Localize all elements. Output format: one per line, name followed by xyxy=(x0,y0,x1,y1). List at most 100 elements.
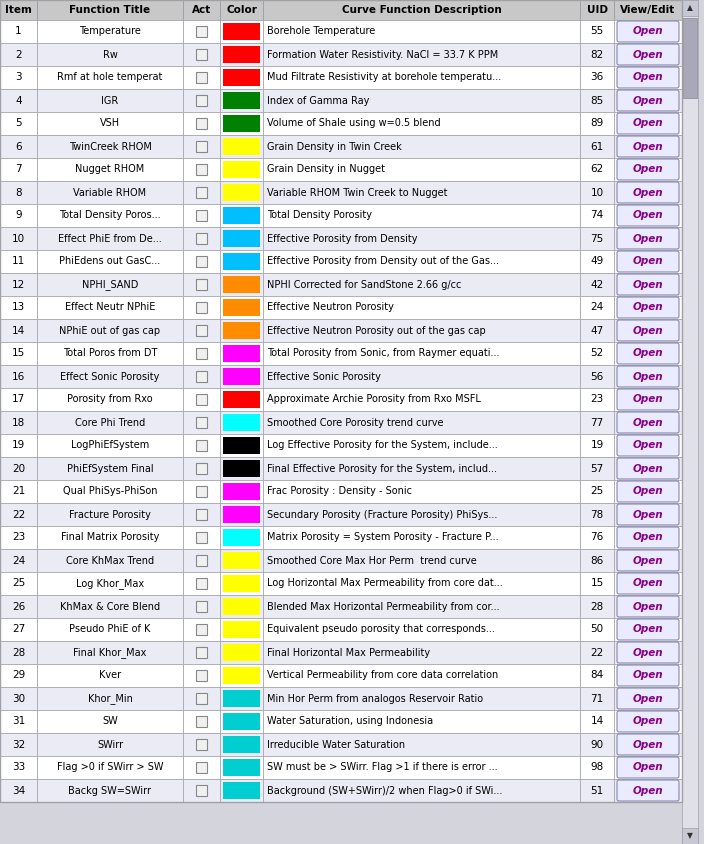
Bar xyxy=(196,739,207,750)
Bar xyxy=(614,273,682,296)
Bar xyxy=(196,26,207,37)
Bar xyxy=(580,204,614,227)
Bar xyxy=(0,296,37,319)
Bar xyxy=(220,641,263,664)
Bar xyxy=(614,526,682,549)
Text: SW must be > SWirr. Flag >1 if there is error ...: SW must be > SWirr. Flag >1 if there is … xyxy=(267,762,498,772)
Bar xyxy=(614,480,682,503)
Text: 19: 19 xyxy=(12,441,25,451)
Text: NPHI Corrected for SandStone 2.66 g/cc: NPHI Corrected for SandStone 2.66 g/cc xyxy=(267,279,461,289)
Text: 9: 9 xyxy=(15,210,22,220)
Text: 25: 25 xyxy=(12,578,25,588)
FancyBboxPatch shape xyxy=(617,90,679,111)
Text: Open: Open xyxy=(633,739,663,749)
FancyBboxPatch shape xyxy=(617,136,679,157)
Text: 89: 89 xyxy=(591,118,603,128)
Bar xyxy=(0,664,37,687)
Bar xyxy=(0,618,37,641)
Bar xyxy=(183,20,220,43)
Text: 6: 6 xyxy=(15,142,22,152)
Bar xyxy=(263,181,580,204)
Bar xyxy=(196,279,207,290)
Text: Open: Open xyxy=(633,625,663,635)
FancyBboxPatch shape xyxy=(617,251,679,272)
Text: Equivalent pseudo porosity that corresponds...: Equivalent pseudo porosity that correspo… xyxy=(267,625,495,635)
Bar xyxy=(0,66,37,89)
Text: 42: 42 xyxy=(591,279,603,289)
Text: Open: Open xyxy=(633,441,663,451)
Bar xyxy=(183,135,220,158)
Bar xyxy=(580,342,614,365)
Bar xyxy=(196,72,207,83)
Bar xyxy=(220,135,263,158)
Bar xyxy=(580,756,614,779)
Text: 11: 11 xyxy=(12,257,25,267)
Bar xyxy=(580,457,614,480)
Text: Vertical Permeability from core data correlation: Vertical Permeability from core data cor… xyxy=(267,670,498,680)
Bar xyxy=(223,138,260,155)
Bar xyxy=(220,457,263,480)
Bar xyxy=(220,250,263,273)
Bar xyxy=(263,526,580,549)
Bar xyxy=(614,641,682,664)
Bar xyxy=(220,664,263,687)
Text: Flag >0 if SWirr > SW: Flag >0 if SWirr > SW xyxy=(57,762,163,772)
Bar xyxy=(220,365,263,388)
Text: Open: Open xyxy=(633,118,663,128)
Text: VSH: VSH xyxy=(100,118,120,128)
FancyBboxPatch shape xyxy=(617,596,679,617)
Text: Kver: Kver xyxy=(99,670,121,680)
Bar xyxy=(614,296,682,319)
Bar xyxy=(223,92,260,109)
Bar xyxy=(196,210,207,221)
Text: 98: 98 xyxy=(591,762,603,772)
Bar xyxy=(37,319,183,342)
Text: Effect Sonic Porosity: Effect Sonic Porosity xyxy=(61,371,160,381)
Bar xyxy=(183,595,220,618)
Bar xyxy=(0,480,37,503)
Bar xyxy=(614,227,682,250)
Text: 28: 28 xyxy=(591,602,603,612)
Bar xyxy=(183,158,220,181)
Text: Formation Water Resistivity. NaCl = 33.7 K PPM: Formation Water Resistivity. NaCl = 33.7… xyxy=(267,50,498,59)
Bar xyxy=(263,733,580,756)
Bar xyxy=(220,319,263,342)
Bar xyxy=(263,457,580,480)
Bar xyxy=(220,158,263,181)
Bar xyxy=(614,549,682,572)
Text: Log Khor_Max: Log Khor_Max xyxy=(76,578,144,589)
Bar xyxy=(263,434,580,457)
Text: Volume of Shale using w=0.5 blend: Volume of Shale using w=0.5 blend xyxy=(267,118,441,128)
Bar xyxy=(183,641,220,664)
Text: Open: Open xyxy=(633,187,663,197)
Bar xyxy=(183,457,220,480)
Text: Matrix Porosity = System Porosity - Fracture P...: Matrix Porosity = System Porosity - Frac… xyxy=(267,533,498,543)
Bar xyxy=(580,20,614,43)
Bar xyxy=(183,112,220,135)
Bar xyxy=(196,486,207,497)
Text: Open: Open xyxy=(633,418,663,428)
Bar xyxy=(196,233,207,244)
Text: 51: 51 xyxy=(591,786,603,796)
Bar xyxy=(580,595,614,618)
Text: Open: Open xyxy=(633,602,663,612)
Bar xyxy=(0,503,37,526)
Text: 55: 55 xyxy=(591,26,603,36)
Bar xyxy=(223,782,260,799)
Text: NPHI_SAND: NPHI_SAND xyxy=(82,279,138,290)
Bar xyxy=(0,779,37,802)
Bar xyxy=(183,664,220,687)
FancyBboxPatch shape xyxy=(617,182,679,203)
Bar xyxy=(223,368,260,385)
Bar xyxy=(196,624,207,635)
FancyBboxPatch shape xyxy=(617,435,679,456)
Text: 15: 15 xyxy=(12,349,25,359)
Bar xyxy=(196,187,207,198)
Bar xyxy=(183,480,220,503)
Text: Variable RHOM Twin Creek to Nugget: Variable RHOM Twin Creek to Nugget xyxy=(267,187,448,197)
Bar xyxy=(263,779,580,802)
Bar xyxy=(580,273,614,296)
Text: Open: Open xyxy=(633,578,663,588)
Bar xyxy=(614,618,682,641)
Text: Rmf at hole temperat: Rmf at hole temperat xyxy=(57,73,163,83)
